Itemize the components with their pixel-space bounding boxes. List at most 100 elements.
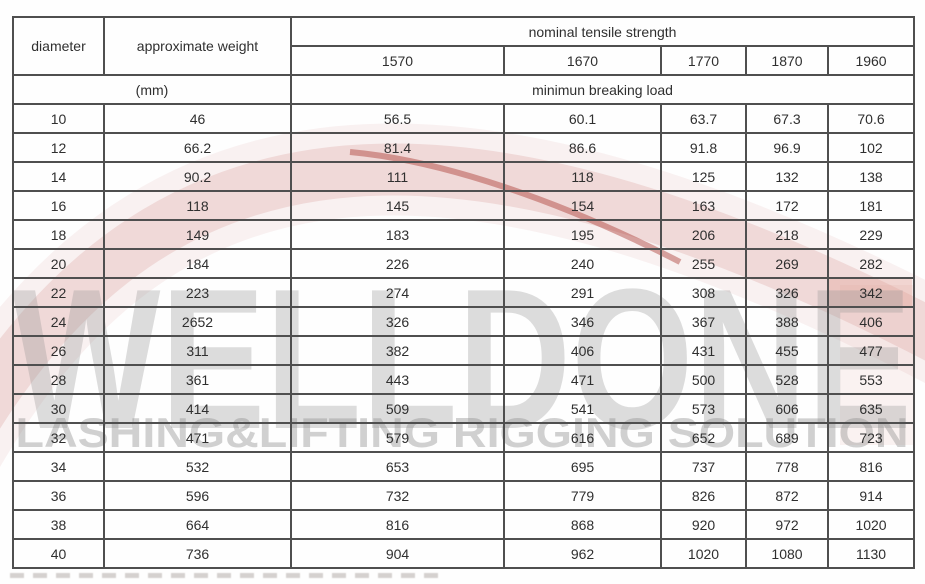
cell-load-1570: 653 [290,451,505,482]
cell-load-1960: 635 [826,393,916,424]
cell-load-1770: 826 [660,480,747,511]
cropped-text-remnant [10,573,442,578]
cell-diameter: 32 [12,422,105,453]
cell-load-1570: 145 [290,190,505,221]
cell-load-1570: 732 [290,480,505,511]
header-unit-mm: (mm) [12,74,292,105]
table-row: 28 361 443 471 500 528 553 [12,364,916,395]
table-row: 26 311 382 406 431 455 477 [12,335,916,366]
cell-load-1570: 183 [290,219,505,250]
cell-load-1870: 778 [745,451,829,482]
cell-weight: 66.2 [103,132,292,163]
cell-load-1570: 443 [290,364,505,395]
cell-diameter: 34 [12,451,105,482]
cell-diameter: 18 [12,219,105,250]
cell-weight: 361 [103,364,292,395]
cell-load-1770: 920 [660,509,747,540]
cell-weight: 118 [103,190,292,221]
cell-load-1770: 652 [660,422,747,453]
cell-load-1770: 308 [660,277,747,308]
cell-weight: 471 [103,422,292,453]
cell-load-1770: 63.7 [660,103,747,134]
cell-load-1670: 695 [503,451,662,482]
table-row: 32 471 579 616 652 689 723 [12,422,916,453]
header-strength-1570: 1570 [290,45,505,76]
table-row: 38 664 816 868 920 972 1020 [12,509,916,540]
cell-load-1870: 872 [745,480,829,511]
cell-load-1570: 382 [290,335,505,366]
cell-load-1870: 606 [745,393,829,424]
cell-weight: 149 [103,219,292,250]
cell-load-1670: 154 [503,190,662,221]
cell-load-1570: 111 [290,161,505,192]
cell-load-1870: 67.3 [745,103,829,134]
cell-weight: 90.2 [103,161,292,192]
cell-load-1960: 282 [826,248,916,279]
table-row: 18 149 183 195 206 218 229 [12,219,916,250]
cell-diameter: 30 [12,393,105,424]
cell-load-1570: 274 [290,277,505,308]
cell-load-1960: 138 [826,161,916,192]
cell-weight: 46 [103,103,292,134]
cell-load-1960: 229 [826,219,916,250]
cell-load-1670: 346 [503,306,662,337]
header-strength-1870: 1870 [745,45,829,76]
cell-diameter: 38 [12,509,105,540]
table-row: 20 184 226 240 255 269 282 [12,248,916,279]
cell-weight: 414 [103,393,292,424]
cell-diameter: 20 [12,248,105,279]
cell-load-1670: 60.1 [503,103,662,134]
header-approximate-weight: approximate weight [103,16,292,76]
cell-load-1870: 1080 [745,538,829,569]
cell-load-1770: 91.8 [660,132,747,163]
cell-load-1870: 132 [745,161,829,192]
cell-load-1670: 291 [503,277,662,308]
cell-diameter: 16 [12,190,105,221]
cell-load-1570: 81.4 [290,132,505,163]
header-minimum-breaking-load: minimun breaking load [289,74,916,105]
table-row: 16 118 145 154 163 172 181 [12,190,916,221]
cell-weight: 223 [103,277,292,308]
table-body: 10 46 56.5 60.1 63.7 67.3 70.6 12 66.2 81.4 86.6 91… [12,103,916,569]
header-strength-1770: 1770 [660,45,747,76]
cell-load-1570: 816 [290,509,505,540]
cell-load-1870: 218 [745,219,829,250]
cell-diameter: 26 [12,335,105,366]
cell-weight: 596 [103,480,292,511]
cell-load-1670: 195 [503,219,662,250]
cell-load-1670: 406 [503,335,662,366]
cell-load-1770: 500 [660,364,747,395]
cell-diameter: 22 [12,277,105,308]
cell-load-1870: 96.9 [745,132,829,163]
cell-load-1960: 914 [826,480,916,511]
cell-load-1670: 962 [503,538,662,569]
cell-load-1570: 326 [290,306,505,337]
cell-load-1670: 779 [503,480,662,511]
cell-load-1870: 388 [745,306,829,337]
cell-load-1570: 509 [290,393,505,424]
cell-load-1670: 86.6 [503,132,662,163]
cell-load-1670: 616 [503,422,662,453]
cell-load-1770: 206 [660,219,747,250]
header-row-1: diameter approximate weight nominal tens… [12,16,916,76]
cell-diameter: 24 [12,306,105,337]
cell-load-1570: 579 [290,422,505,453]
cell-load-1670: 240 [503,248,662,279]
cell-load-1770: 163 [660,190,747,221]
cell-load-1870: 972 [745,509,829,540]
cell-load-1770: 573 [660,393,747,424]
cell-diameter: 40 [12,538,105,569]
cell-load-1770: 1020 [660,538,747,569]
cell-weight: 664 [103,509,292,540]
cell-load-1670: 118 [503,161,662,192]
cell-load-1870: 172 [745,190,829,221]
cell-load-1870: 326 [745,277,829,308]
tensile-strength-table: diameter approximate weight nominal tens… [12,16,916,569]
cell-load-1960: 102 [826,132,916,163]
cell-load-1960: 1020 [826,509,916,540]
header-row-3: (mm) minimun breaking load [12,74,916,105]
table-header: diameter approximate weight nominal tens… [12,16,916,105]
table-row: 12 66.2 81.4 86.6 91.8 96.9 102 [12,132,916,163]
cell-weight: 2652 [103,306,292,337]
